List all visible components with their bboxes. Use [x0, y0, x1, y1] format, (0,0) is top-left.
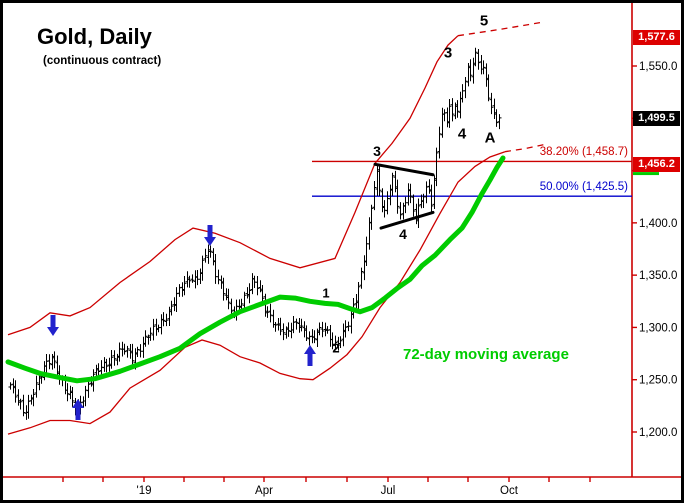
x-axis-label: Jul [381, 485, 396, 497]
y-axis-label: 1,550.0 [639, 61, 677, 73]
price-badge-high: 1,577.6 [633, 29, 680, 45]
trendline [379, 210, 435, 230]
y-axis-label: 1,200.0 [639, 427, 677, 439]
down-arrow [204, 225, 216, 246]
ma-axis-marker [633, 172, 659, 176]
x-axis-label: Apr [255, 485, 273, 497]
wave-label-4: 4 [399, 226, 407, 242]
price-badge-fib: 1,456.2 [633, 156, 680, 172]
page-title: Gold, Daily [37, 24, 152, 49]
price-badge-last: 1,499.5 [633, 111, 680, 127]
wave-label-1: 1 [322, 286, 329, 301]
wave-label-3: 3 [373, 143, 381, 159]
wave-label-2: 2 [332, 341, 339, 356]
upper-band-projection [457, 21, 544, 37]
ma-layer [5, 155, 506, 384]
moving-average-label: 72-day moving average [403, 346, 569, 363]
lower-band [7, 151, 506, 435]
up-arrow [304, 345, 316, 366]
x-axis-label: '19 [137, 485, 152, 497]
envelope-layer [7, 21, 546, 435]
trendline-layer [373, 162, 435, 230]
fib-label-382: 38.20% (1,458.7) [539, 146, 628, 159]
moving-average-line [5, 155, 506, 384]
y-axis-label: 1,250.0 [639, 375, 677, 387]
wave-label-3: 3 [444, 44, 452, 61]
down-arrow [47, 315, 59, 336]
fib-label-500: 50.00% (1,425.5) [539, 181, 628, 194]
price-bars [8, 47, 502, 420]
bars-layer [8, 47, 502, 420]
y-axis-label: 1,300.0 [639, 322, 677, 334]
y-axis-label: 1,400.0 [639, 218, 677, 230]
wave-label-5: 5 [480, 12, 488, 29]
fib-layer [312, 160, 632, 197]
y-axis-label: 1,350.0 [639, 270, 677, 282]
x-axis-label: Oct [500, 485, 519, 497]
wave-label-a: A [485, 129, 496, 146]
page-subtitle: (continuous contract) [43, 55, 162, 67]
axes-layer: '19 Apr Jul Oct 1,550.0 1,400.0 1,350.0 1,300.0… [3, 3, 681, 497]
lower-band-projection [504, 143, 546, 153]
wave-label-4: 4 [458, 125, 467, 142]
upper-band [7, 35, 459, 336]
trendline [373, 162, 435, 177]
arrows-layer [47, 225, 316, 420]
wave-labels-layer: 1 2 3 4 3 5 4 A [322, 12, 495, 355]
up-arrow [72, 399, 84, 420]
